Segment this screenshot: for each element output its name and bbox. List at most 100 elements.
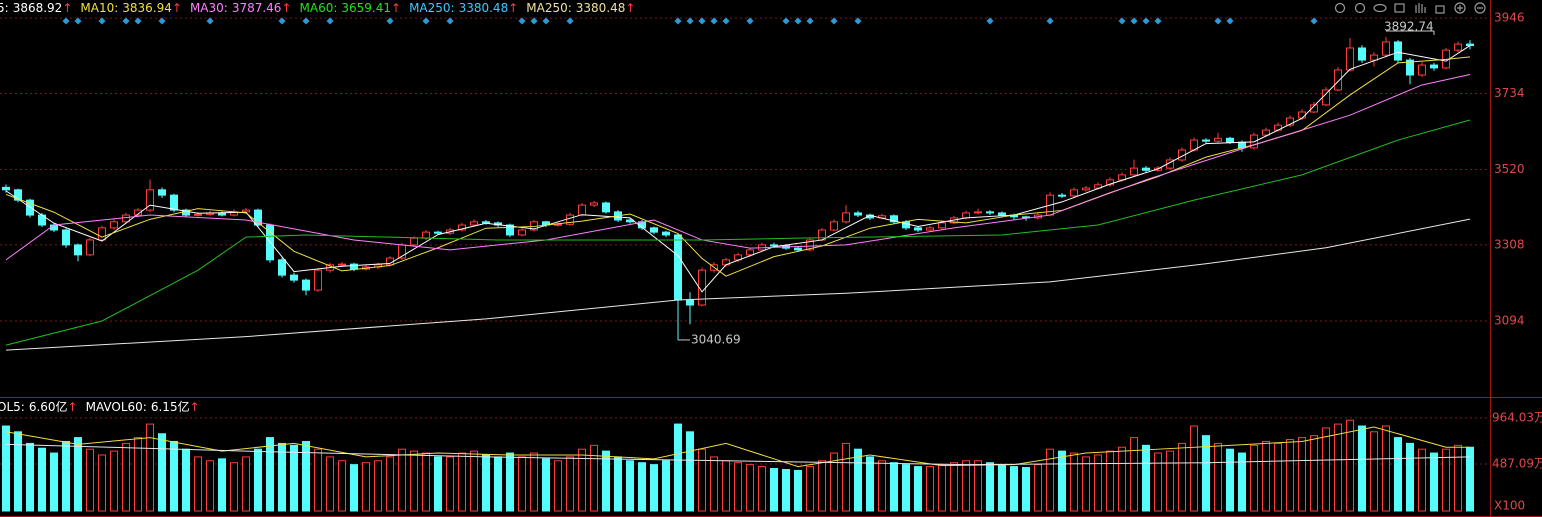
ma-line [5, 45, 1471, 293]
volume-bar [482, 454, 490, 512]
volume-bar [578, 448, 586, 512]
candle-body [650, 227, 658, 233]
volume-bar [98, 454, 106, 512]
candle-body [62, 229, 70, 246]
signal-marker [698, 17, 706, 25]
volume-bar [722, 460, 730, 512]
legend-trend: ↑ [62, 1, 72, 15]
candle-body [746, 249, 754, 256]
volume-unit-label: X100 [1494, 499, 1525, 513]
legend-label: MA250: [526, 1, 572, 15]
candle-body [110, 221, 118, 229]
volume-bar [770, 468, 778, 512]
signal-marker [326, 17, 334, 25]
signal-marker [854, 17, 862, 25]
view-icon[interactable] [1373, 3, 1387, 13]
box-icon[interactable] [1394, 3, 1405, 13]
candle-body [50, 224, 58, 231]
volume-bar [530, 452, 538, 512]
volume-bar [350, 464, 358, 512]
candle-body [170, 194, 178, 211]
high-label: 3892.74 [1384, 20, 1434, 34]
candle-body [1358, 47, 1366, 61]
volume-bar [1154, 452, 1162, 512]
signal-marker [686, 17, 694, 25]
volume-bar [338, 460, 346, 512]
signal-marker [386, 17, 394, 25]
candle-body [998, 212, 1006, 216]
candle-body [578, 204, 586, 216]
candle-body [1466, 43, 1474, 47]
volume-bar [1238, 452, 1246, 512]
volume-bar [194, 456, 202, 512]
candle-body [1226, 137, 1234, 143]
volume-bar [278, 442, 286, 512]
ma-line [5, 56, 1471, 277]
zoom-out-icon[interactable] [1474, 2, 1486, 14]
volume-bar [134, 437, 142, 512]
lock-icon[interactable] [1435, 5, 1445, 14]
candle-body [1394, 41, 1402, 61]
volume-bar [410, 450, 418, 512]
ma-line [5, 218, 1471, 351]
volume-bar [542, 458, 550, 512]
volume-bar [50, 452, 58, 512]
volume-bar [890, 462, 898, 512]
candle-body [1370, 54, 1378, 61]
volume-bar [806, 466, 814, 512]
volume-bar [38, 447, 46, 512]
volume-bar [242, 456, 250, 512]
candle-body [74, 244, 82, 256]
volume-bar [1058, 450, 1066, 512]
signal-marker [1130, 17, 1138, 25]
legend-label: 5: [0, 1, 9, 15]
volume-bar [122, 442, 130, 512]
candle-body [1214, 137, 1222, 142]
volume-bar [1070, 452, 1078, 512]
candle-body [254, 209, 262, 226]
volume-bar [866, 456, 874, 512]
candle-body [278, 259, 286, 276]
volume-bar [962, 460, 970, 512]
y-tick-label: 3520 [1494, 162, 1525, 176]
candle-body [458, 224, 466, 231]
volume-bar [794, 469, 802, 512]
signal-marker [530, 17, 538, 25]
ma-line [5, 119, 1471, 346]
candle-body [518, 229, 526, 236]
volume-bar [1310, 435, 1318, 512]
volume-bar [218, 458, 226, 512]
signal-marker [806, 17, 814, 25]
volume-bar [1250, 444, 1258, 512]
hand-icon[interactable] [1415, 3, 1426, 13]
candle-body [830, 221, 838, 231]
volume-bar [2, 425, 10, 512]
candle-body [854, 212, 862, 216]
signal-marker [782, 17, 790, 25]
signal-marker [446, 17, 454, 25]
candle-body [1142, 167, 1150, 171]
volume-bar [1034, 464, 1042, 512]
candle-body [662, 231, 670, 236]
volume-bar [518, 456, 526, 512]
volume-bar [1406, 442, 1414, 512]
zoom-in-icon[interactable] [1454, 2, 1466, 14]
signal-marker [422, 17, 430, 25]
legend-trend: ↑ [68, 400, 78, 414]
candle-body [410, 237, 418, 246]
settings-icon[interactable] [1334, 2, 1346, 14]
zoom-icon[interactable] [1354, 2, 1366, 14]
volume-bar [1082, 456, 1090, 512]
volume-bar [674, 423, 682, 512]
legend: 5: 3868.92↑ MA10: 3836.94↑ MA30: 3787.46↑ MA60… [0, 1, 635, 15]
volume-bar [1430, 452, 1438, 512]
signal-marker [1154, 17, 1162, 25]
candle-body [974, 211, 982, 214]
signal-marker [542, 17, 550, 25]
candle-body [86, 239, 94, 256]
volume-bar [1130, 437, 1138, 512]
volume-bar [662, 460, 670, 512]
